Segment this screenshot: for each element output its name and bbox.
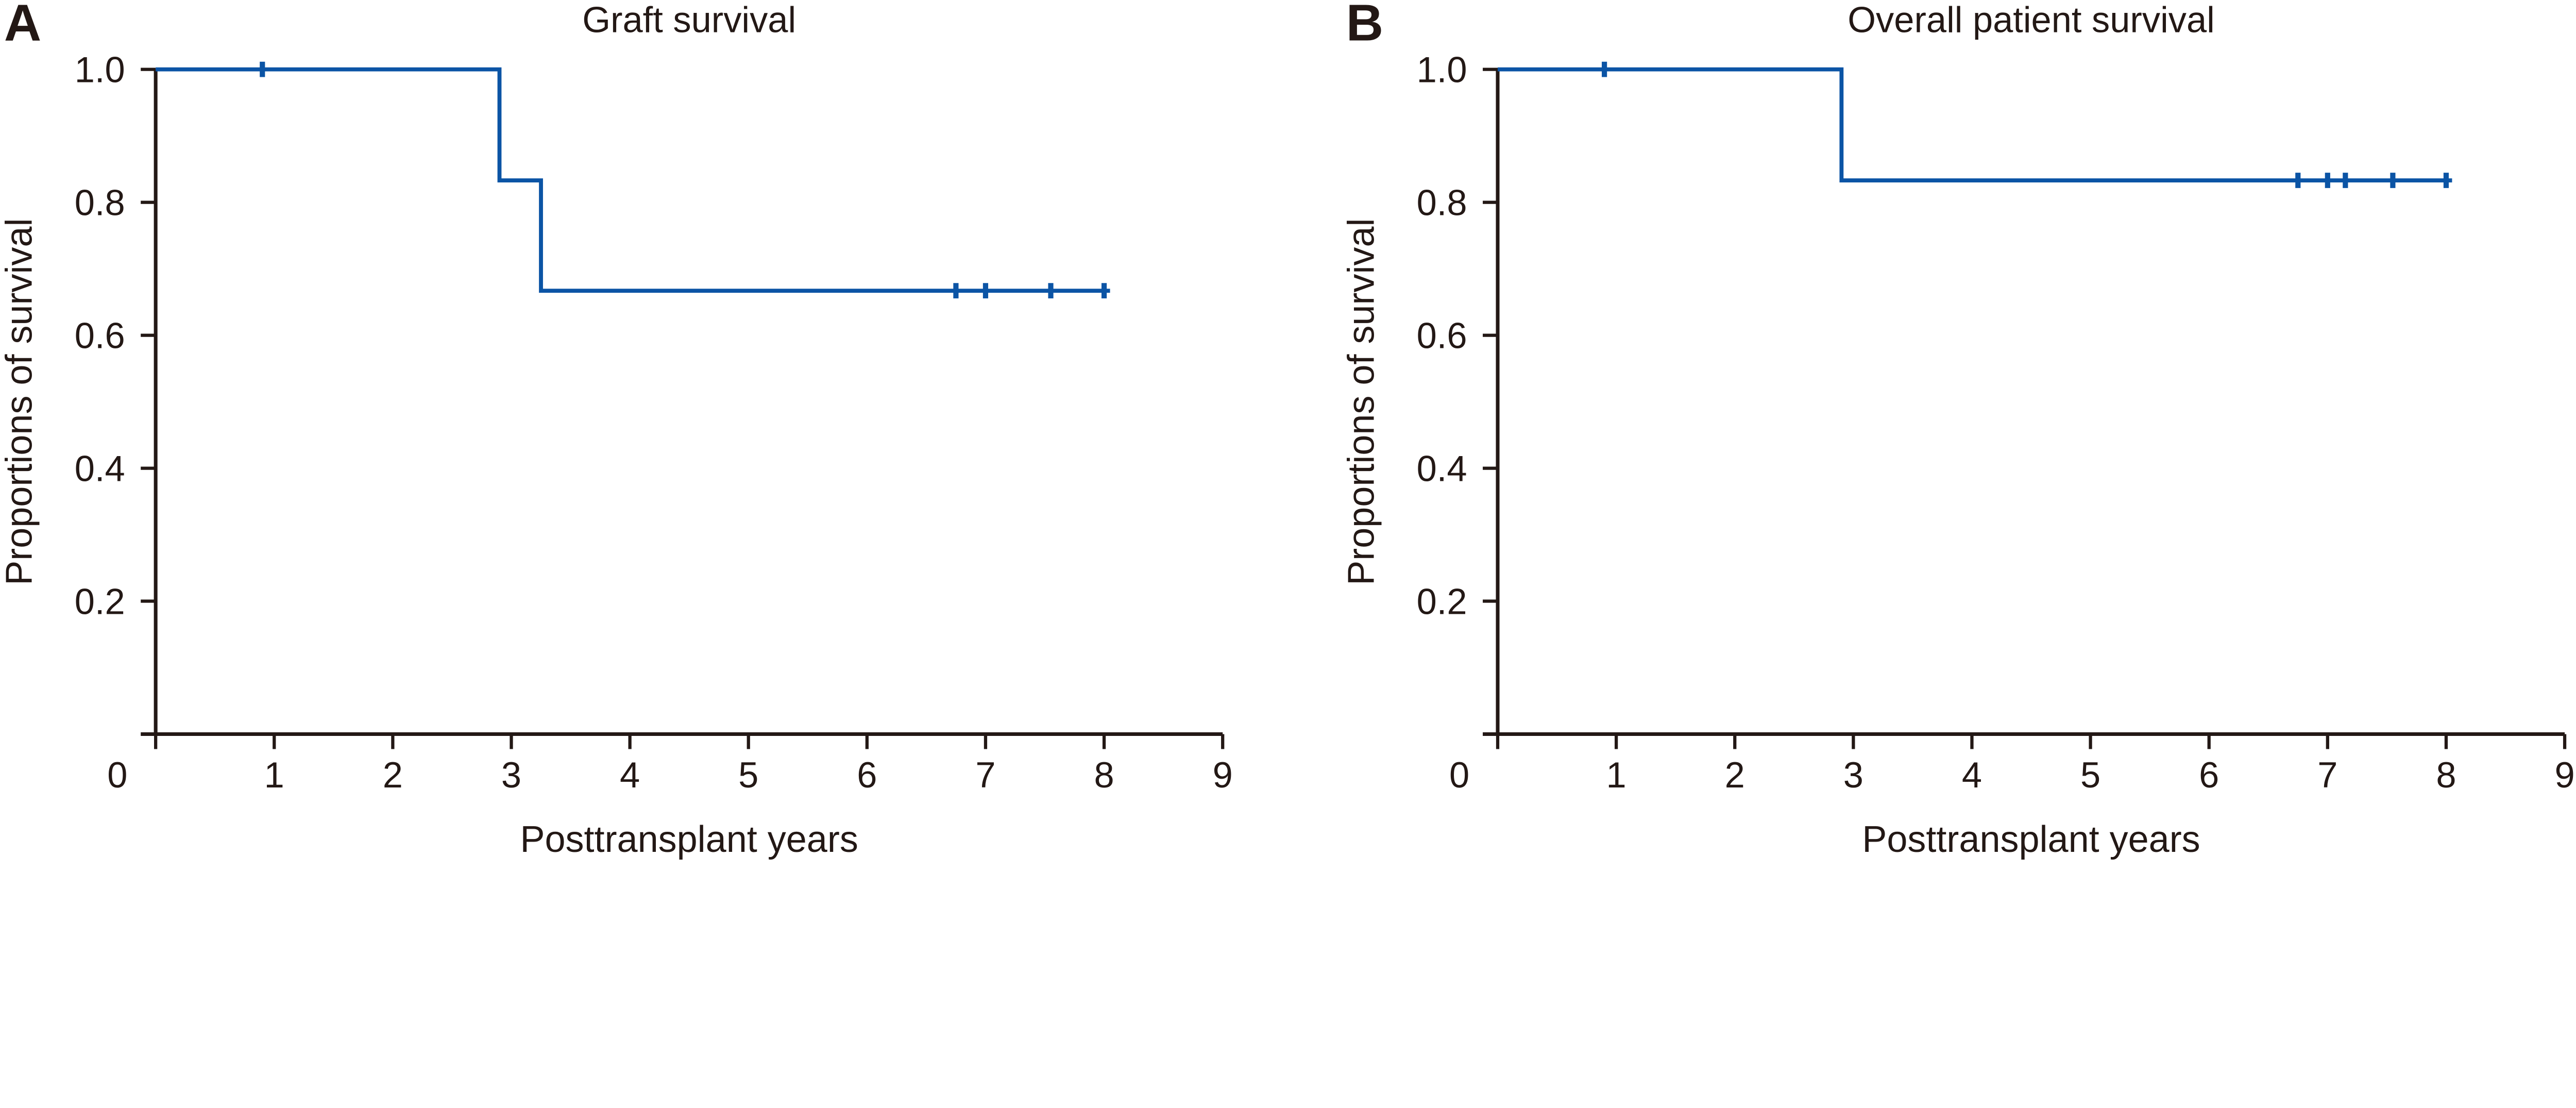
panel-b-x-tick-label: 5 <box>2080 754 2100 795</box>
panel-a-x-tick-label: 2 <box>383 754 403 795</box>
figure-container: 0 1 2 3 4 5 6 7 8 9 1.0 0.8 0.6 0.4 0.2 A Graft survival… <box>0 0 2575 861</box>
panel-b-survival-curve <box>1498 67 2452 182</box>
panel-b-axes <box>1483 69 2565 736</box>
panel-b-x-tick-label: 7 <box>2317 754 2337 795</box>
panel-a-x-tick-label: 0 <box>107 754 127 795</box>
panel-a-x-tick-label: 9 <box>1213 754 1233 795</box>
panel-a-x-tick-label: 1 <box>264 754 284 795</box>
panel-a-letter: A <box>4 0 41 52</box>
panel-a-x-tick-label: 6 <box>857 754 877 795</box>
panel-b-y-tick-label: 0.4 <box>1417 448 1467 489</box>
kaplan-meier-survival-figure: 0 1 2 3 4 5 6 7 8 9 1.0 0.8 0.6 0.4 0.2 A Graft survival… <box>0 0 2575 861</box>
panel-b-letter: B <box>1346 0 1383 52</box>
panel-a-y-tick-label: 0.8 <box>75 182 125 223</box>
panel-a-y-tick-label: 0.2 <box>75 581 125 622</box>
panel-a-y-tick-label: 0.4 <box>75 448 125 489</box>
panel-b-xlabel: Posttransplant years <box>1862 819 2200 860</box>
panel-b-x-tick-label: 6 <box>2199 754 2219 795</box>
panel-b-x-tick-label: 9 <box>2554 754 2574 795</box>
panel-b-title: Overall patient survival <box>1848 0 2214 40</box>
panel-a-x-tick-label: 8 <box>1094 754 1114 795</box>
panel-a-xlabel: Posttransplant years <box>520 819 858 860</box>
panel-b-x-tick-label: 3 <box>1843 754 1863 795</box>
panel-a-survival-curve <box>156 67 1110 293</box>
panel-b-ylabel: Proportions of survival <box>1341 218 1382 585</box>
panel-a-x-tick-label: 7 <box>975 754 995 795</box>
panel-b-y-tick-label: 1.0 <box>1417 49 1467 90</box>
panel-b-x-tick-label: 2 <box>1725 754 1745 795</box>
panel-b-y-tick-label: 0.2 <box>1417 581 1467 622</box>
panel-b-x-tick-label: 0 <box>1449 754 1469 795</box>
panel-b-x-tick-label: 1 <box>1606 754 1626 795</box>
panel-a-ylabel: Proportions of survival <box>0 218 40 585</box>
panel-a-axes <box>141 69 1223 736</box>
panel-a-x-tick-label: 3 <box>501 754 521 795</box>
panel-b-x-tick-label: 4 <box>1962 754 1982 795</box>
panel-b-x-tick-label: 8 <box>2436 754 2456 795</box>
panel-b-y-tick-label: 0.6 <box>1417 315 1467 356</box>
panel-a-y-tick-label: 0.6 <box>75 315 125 356</box>
panel-a-title: Graft survival <box>582 0 796 40</box>
panel-a-y-tick-label: 1.0 <box>75 49 125 90</box>
panel-a-x-tick-label: 5 <box>738 754 758 795</box>
panel-b-y-tick-label: 0.8 <box>1417 182 1467 223</box>
panel-a-x-tick-label: 4 <box>620 754 640 795</box>
